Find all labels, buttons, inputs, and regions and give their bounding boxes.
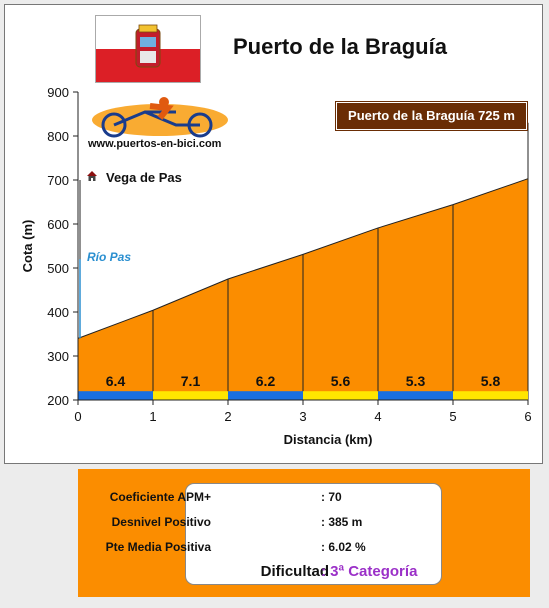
x-tick-label: 2: [224, 409, 231, 424]
house-icon: [87, 171, 97, 181]
gradient-label: 5.6: [331, 373, 351, 389]
gradient-label: 5.8: [481, 373, 501, 389]
cyclist-logo: [92, 97, 228, 138]
y-tick-label: 300: [47, 349, 69, 364]
apm-value: : 70: [321, 490, 342, 504]
x-tick-label: 6: [524, 409, 531, 424]
y-tick-label: 400: [47, 305, 69, 320]
y-tick-label: 800: [47, 129, 69, 144]
start-place-label: Vega de Pas: [106, 170, 182, 185]
coat-of-arms-icon: [135, 24, 161, 68]
website-label: www.puertos-en-bici.com: [88, 138, 222, 150]
x-tick-label: 3: [299, 409, 306, 424]
x-axis-label: Distancia (km): [284, 432, 373, 447]
pendiente-label: Pte Media Positiva: [105, 540, 211, 554]
page-title: Puerto de la Braguía: [233, 34, 447, 59]
river-label: Río Pas: [87, 250, 132, 264]
gradient-bar: [153, 391, 228, 400]
gradient-label: 7.1: [181, 373, 201, 389]
y-tick-label: 600: [47, 217, 69, 232]
gradient-bar: [303, 391, 378, 400]
gradient-bar: [453, 391, 528, 400]
x-tick-label: 4: [374, 409, 381, 424]
y-axis-label: Cota (m): [20, 220, 35, 273]
cantabria-flag: [95, 15, 201, 83]
x-tick-label: 1: [149, 409, 156, 424]
y-tick-label: 200: [47, 393, 69, 408]
gradient-label: 6.4: [106, 373, 126, 389]
gradient-label: 6.2: [256, 373, 276, 389]
desnivel-value: : 385 m: [321, 515, 363, 529]
dificultad-label: Dificultad: [260, 563, 329, 580]
gradient-label: 5.3: [406, 373, 426, 389]
y-tick-label: 500: [47, 261, 69, 276]
apm-label: Coeficiente APM+: [109, 490, 211, 504]
y-tick-label: 700: [47, 173, 69, 188]
pendiente-value: : 6.02 %: [321, 540, 366, 554]
peak-label: Puerto de la Braguía 725 m: [336, 102, 527, 130]
gradient-bar: [78, 391, 153, 400]
x-tick-label: 5: [449, 409, 456, 424]
gradient-bar: [378, 391, 453, 400]
gradient-bar: [228, 391, 303, 400]
x-tick-label: 0: [74, 409, 81, 424]
desnivel-label: Desnivel Positivo: [111, 515, 211, 529]
dificultad-value: : 3ª Categoría: [321, 563, 418, 580]
stats-box: Coeficiente APM+ : 70 Desnivel Positivo …: [106, 483, 442, 585]
y-tick-label: 900: [47, 85, 69, 100]
elevation-chart: 6.4 7.1 6.2 5.6 5.3 5.8 200 300 400 500 600 700 800 9…: [20, 85, 532, 447]
